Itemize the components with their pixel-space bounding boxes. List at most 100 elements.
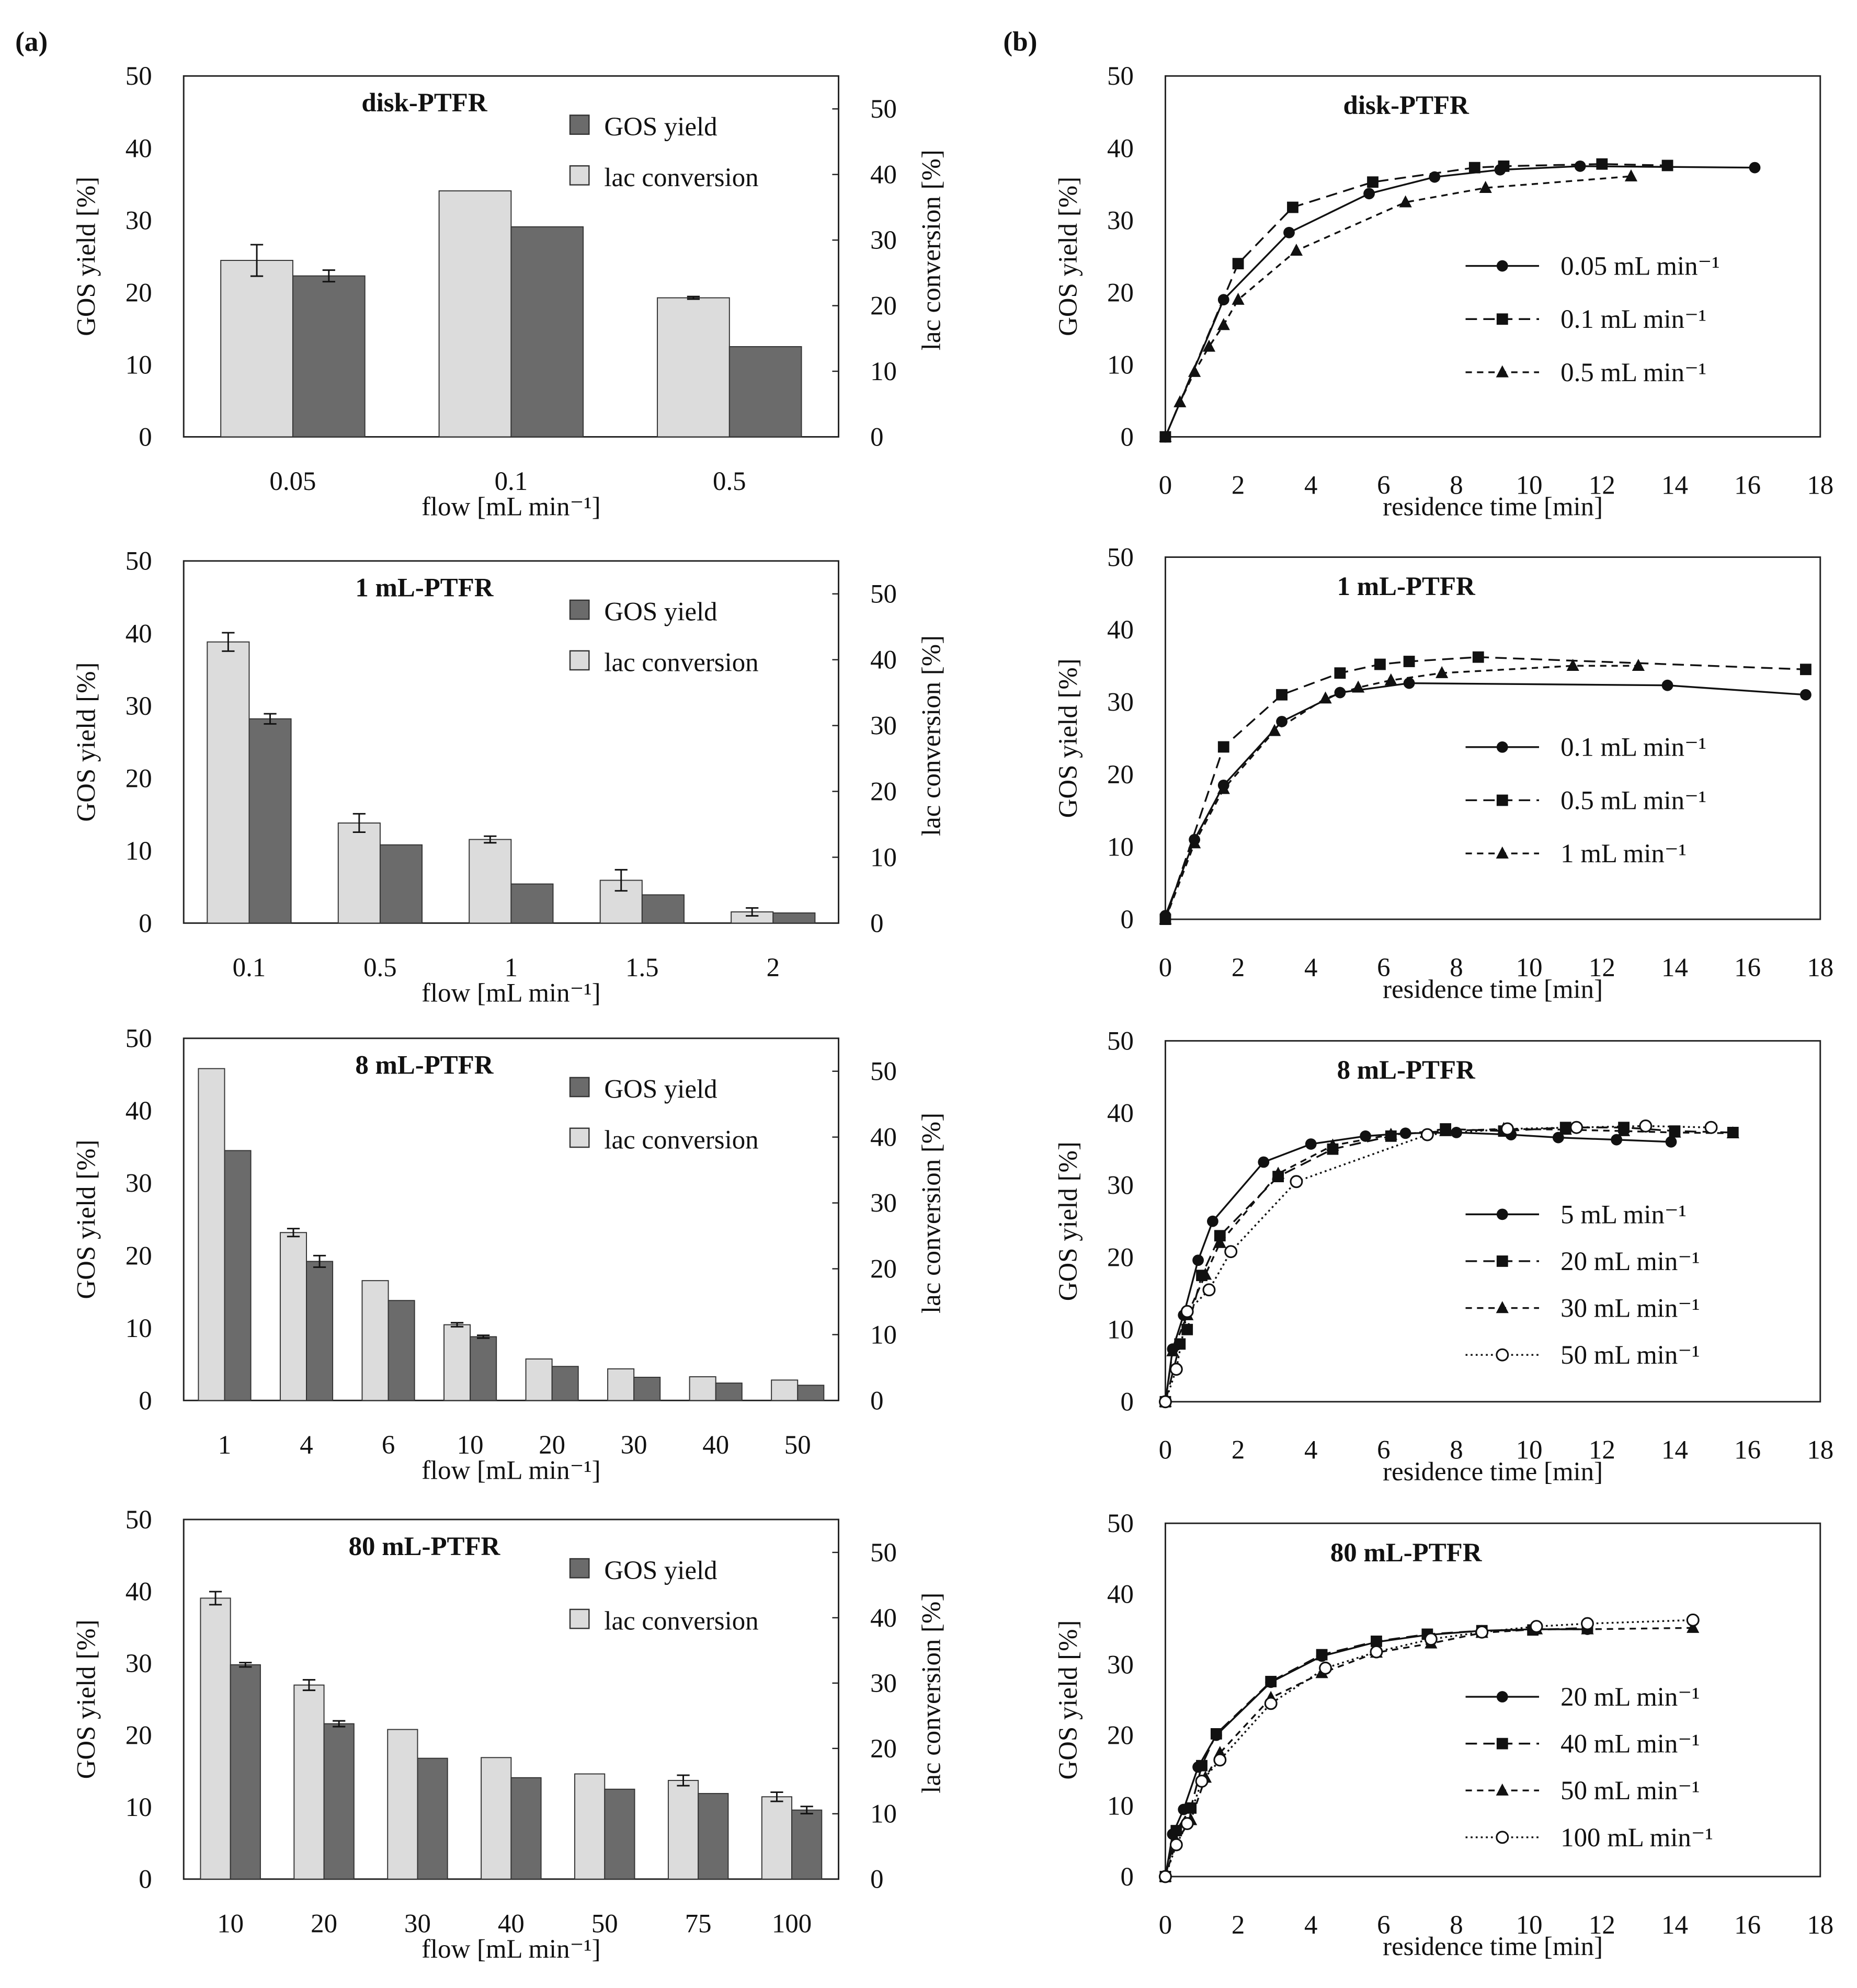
- data-point: [1559, 1123, 1572, 1135]
- x-tick-label: 18: [1807, 1436, 1833, 1465]
- series-line: [1164, 163, 1668, 438]
- panel-label-b: (b): [1003, 26, 1037, 57]
- x-tick-label: 10: [217, 1909, 244, 1938]
- legend-item: 20 mL min⁻¹: [1465, 1683, 1700, 1712]
- series-line: [1164, 175, 1632, 438]
- data-point: [1800, 664, 1812, 676]
- error-bar: [313, 1254, 326, 1268]
- data-point: [1552, 1132, 1564, 1144]
- plot-frame: [1165, 75, 1821, 438]
- data-point: [1287, 201, 1298, 213]
- data-point: [1159, 430, 1172, 442]
- lac-conversion-bar: [443, 1324, 471, 1401]
- y2-axis-label: lac conversion [%]: [917, 1593, 946, 1793]
- data-point: [1639, 1119, 1653, 1133]
- lac-conversion-bar: [438, 190, 512, 438]
- y-axis-label: GOS yield [%]: [72, 662, 101, 822]
- y2-axis-label: lac conversion [%]: [917, 150, 946, 350]
- data-point: [1192, 1254, 1204, 1266]
- error-bar: [677, 1774, 690, 1787]
- data-point: [1185, 1802, 1197, 1814]
- y-axis-label: GOS yield [%]: [1054, 1620, 1083, 1780]
- legend-label-gos: GOS yield: [604, 112, 717, 142]
- y-tick-label: 40: [126, 619, 152, 648]
- data-point: [1800, 689, 1812, 701]
- legend-swatch-lac: [569, 1608, 590, 1629]
- y-tick-label: 10: [126, 1793, 152, 1822]
- data-point: [1180, 1305, 1194, 1318]
- gos-yield-bar: [379, 844, 423, 924]
- data-point: [1290, 244, 1303, 256]
- y2-axis-label: lac conversion [%]: [917, 1113, 946, 1313]
- x-tick-label: 10: [457, 1431, 484, 1460]
- legend-marker: [1496, 1255, 1508, 1267]
- legend-marker: [1496, 1831, 1509, 1844]
- series-4: [1158, 1613, 1700, 1883]
- data-point: [1316, 1649, 1328, 1661]
- error-bar: [222, 632, 235, 652]
- x-axis-label: residence time [min]: [1383, 493, 1603, 522]
- y-tick-label: 20: [1107, 1243, 1134, 1273]
- y2-tick-label: 40: [870, 161, 897, 190]
- gos-yield-bar: [604, 1788, 635, 1880]
- data-point: [1436, 666, 1449, 678]
- data-point: [1475, 1625, 1489, 1639]
- y-tick-label: 40: [126, 134, 152, 163]
- data-point: [1213, 1753, 1227, 1767]
- chart-panel-3: 0 10 20 30 40 50 GOS yield [%] flow [mL min⁻¹] 0…: [72, 1024, 947, 1486]
- data-point: [1661, 159, 1673, 172]
- data-point: [1210, 1728, 1222, 1740]
- error-bar: [484, 835, 497, 844]
- gos-yield-bar: [470, 1336, 497, 1401]
- x-tick-label: 10: [1516, 1911, 1543, 1940]
- data-point: [1596, 158, 1608, 170]
- gos-yield-bar: [715, 1383, 743, 1401]
- data-point: [1500, 1122, 1514, 1136]
- series-line: [1164, 1627, 1588, 1877]
- legend-label: 0.1 mL min⁻¹: [1560, 305, 1706, 334]
- x-axis-label: flow [mL min⁻¹]: [421, 1935, 601, 1964]
- error-bar: [746, 907, 759, 917]
- y-tick-label: 20: [1107, 1721, 1134, 1751]
- data-point: [1217, 782, 1230, 794]
- x-tick-label: 18: [1807, 471, 1833, 500]
- legend-marker: [1496, 313, 1508, 325]
- data-point: [1258, 1156, 1270, 1168]
- y2-tick-label: 0: [870, 1386, 883, 1415]
- legend-marker: [1496, 1348, 1509, 1362]
- lac-conversion-bar: [387, 1729, 418, 1880]
- lac-conversion-bar: [657, 297, 730, 438]
- y-axis-label: GOS yield [%]: [1054, 1141, 1083, 1301]
- x-tick-label: 4: [1304, 1436, 1317, 1465]
- lac-conversion-bar: [607, 1368, 635, 1401]
- data-point: [1326, 1138, 1339, 1151]
- legend-item: 100 mL min⁻¹: [1465, 1823, 1713, 1853]
- data-point: [1170, 1825, 1182, 1836]
- series-1: [1159, 160, 1761, 443]
- y2-tick-label: 50: [870, 1538, 897, 1568]
- legend-item: 50 mL min⁻¹: [1465, 1341, 1700, 1370]
- chart-title: disk-PTFR: [361, 88, 488, 118]
- y-tick-label: 50: [126, 1505, 152, 1535]
- legend-marker: [1496, 1783, 1509, 1796]
- series-2: [1159, 158, 1673, 443]
- panel-label-a: (a): [15, 26, 48, 57]
- y-tick-label: 20: [126, 278, 152, 307]
- x-tick-label: 20: [539, 1431, 565, 1460]
- gos-yield-bar: [323, 1723, 355, 1880]
- legend-label-lac: lac conversion: [604, 1607, 758, 1636]
- legend-label: 5 mL min⁻¹: [1560, 1200, 1687, 1229]
- y-tick-label: 0: [139, 909, 152, 938]
- x-tick-label: 14: [1661, 953, 1688, 982]
- data-point: [1202, 1283, 1216, 1297]
- data-point: [1399, 1127, 1411, 1139]
- data-point: [1319, 1661, 1332, 1675]
- y-tick-label: 50: [126, 1024, 152, 1054]
- data-point: [1665, 1136, 1677, 1148]
- y2-tick-label: 30: [870, 1189, 897, 1218]
- data-point: [1272, 1167, 1285, 1179]
- data-point: [1352, 680, 1365, 693]
- data-point: [1424, 1632, 1438, 1646]
- x-tick-label: 10: [1516, 953, 1543, 982]
